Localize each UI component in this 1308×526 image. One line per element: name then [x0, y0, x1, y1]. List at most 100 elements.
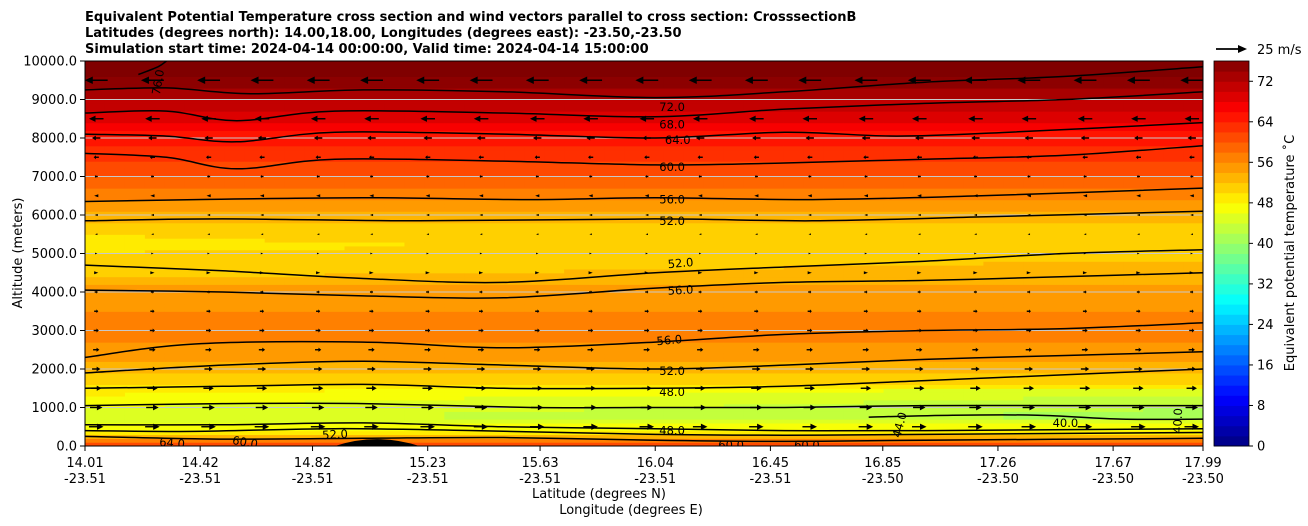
fill-cell: [843, 299, 865, 305]
fill-cell: [464, 288, 485, 293]
fill-cell: [324, 411, 346, 416]
fill-cell: [683, 330, 705, 335]
fill-cell: [1003, 230, 1024, 235]
fill-cell: [644, 407, 665, 412]
fill-cell: [683, 403, 705, 409]
fill-cell: [743, 191, 765, 197]
fill-cell: [484, 388, 505, 393]
fill-cell: [883, 103, 905, 108]
fill-cell: [184, 272, 206, 278]
fill-cell: [604, 438, 625, 443]
fill-cell: [823, 342, 845, 347]
fill-cell: [584, 84, 605, 89]
fill-cell: [763, 149, 785, 154]
fill-cell: [364, 72, 386, 77]
fill-cell: [743, 107, 765, 112]
fill-cell: [284, 176, 306, 181]
fill-cell: [244, 99, 266, 104]
fill-cell: [384, 365, 406, 370]
fill-cell: [264, 61, 286, 66]
fill-cell: [224, 334, 246, 339]
fill-cell: [444, 388, 465, 393]
fill-cell: [544, 438, 565, 443]
fill-cell: [703, 299, 725, 305]
fill-cell: [544, 168, 565, 174]
fill-cell: [604, 422, 625, 428]
fill-cell: [803, 338, 825, 343]
fill-cell: [963, 407, 984, 412]
fill-cell: [244, 234, 266, 239]
fill-cell: [783, 299, 805, 305]
fill-cell: [524, 64, 545, 70]
fill-cell: [644, 292, 665, 297]
fill-cell: [85, 153, 106, 158]
fill-cell: [164, 338, 186, 343]
fill-cell: [703, 130, 725, 135]
fill-cell: [144, 442, 166, 446]
fill-cell: [923, 361, 945, 366]
fill-cell: [683, 280, 705, 285]
fill-cell: [384, 91, 406, 97]
fill-cell: [504, 365, 525, 370]
fill-cell: [1023, 292, 1044, 297]
fill-cell: [943, 399, 965, 405]
fill-cell: [124, 303, 146, 308]
fill-cell: [224, 145, 246, 151]
fill-cell: [304, 295, 326, 301]
fill-cell: [124, 380, 146, 385]
fill-cell: [464, 257, 485, 262]
fill-cell: [863, 318, 885, 324]
fill-cell: [763, 388, 785, 393]
fill-cell: [823, 141, 845, 147]
fill-cell: [384, 434, 406, 439]
fill-cell: [624, 422, 645, 428]
fill-cell: [584, 442, 605, 446]
fill-cell: [803, 315, 825, 320]
fill-cell: [484, 415, 505, 420]
fill-cell: [304, 207, 326, 212]
fill-cell: [624, 226, 645, 231]
fill-cell: [823, 176, 845, 181]
fill-cell: [883, 422, 905, 428]
fill-cell: [524, 161, 545, 166]
fill-cell: [803, 265, 825, 270]
fill-cell: [644, 415, 665, 420]
fill-cell: [144, 268, 166, 274]
fill-cell: [863, 426, 885, 432]
fill-cell: [304, 230, 326, 235]
fill-cell: [663, 130, 685, 135]
fill-cell: [703, 207, 725, 212]
fill-cell: [683, 357, 705, 362]
fill-cell: [224, 376, 246, 382]
fill-cell: [504, 103, 525, 108]
fill-cell: [204, 407, 226, 412]
fill-cell: [1043, 384, 1064, 389]
fill-cell: [344, 338, 366, 343]
fill-cell: [344, 207, 366, 212]
fill-cell: [304, 234, 326, 239]
fill-cell: [663, 288, 685, 293]
fill-cell: [644, 422, 665, 428]
fill-cell: [584, 141, 605, 147]
fill-cell: [823, 392, 845, 397]
fill-cell: [124, 338, 146, 343]
fill-cell: [164, 322, 186, 328]
fill-cell: [943, 211, 965, 216]
fill-cell: [683, 64, 705, 70]
fill-cell: [284, 384, 306, 389]
fill-cell: [464, 207, 485, 212]
fill-cell: [164, 114, 186, 120]
fill-cell: [943, 188, 965, 193]
fill-cell: [244, 357, 266, 362]
fill-cell: [484, 161, 505, 166]
fill-cell: [384, 64, 406, 70]
fill-cell: [624, 395, 645, 401]
fill-cell: [204, 376, 226, 382]
fill-cell: [504, 218, 525, 224]
fill-cell: [1003, 295, 1024, 301]
fill-cell: [444, 118, 465, 124]
fill-cell: [104, 403, 126, 409]
fill-cell: [883, 272, 905, 278]
fill-cell: [723, 103, 745, 108]
fill-cell: [943, 411, 965, 416]
